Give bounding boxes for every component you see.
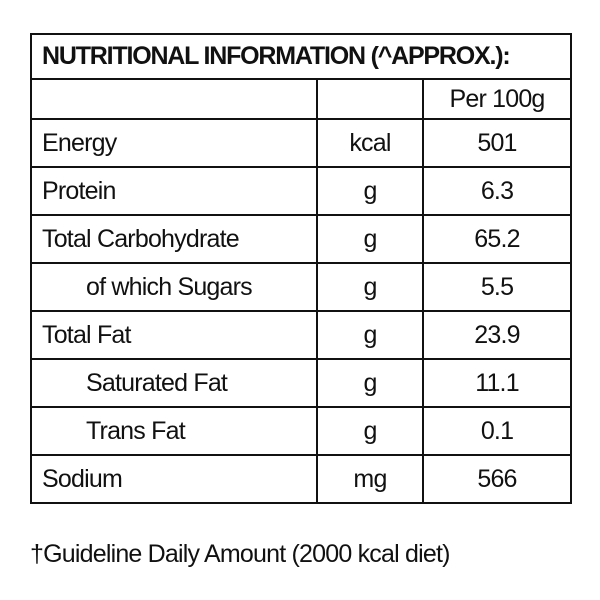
nutrient: Protein <box>30 166 318 216</box>
nutrient: Total Fat <box>30 310 318 360</box>
row: Sodium mg 566 <box>30 454 573 504</box>
header-cell <box>30 78 318 120</box>
nutrient: Total Carbohydrate <box>30 214 318 264</box>
row: Energy kcal 501 <box>30 118 573 168</box>
amount: 501 <box>421 118 573 168</box>
table-title: NUTRITIONAL INFORMATION (^APPROX.): <box>29 33 573 80</box>
amount: 566 <box>421 454 573 504</box>
amount: 11.1 <box>421 358 573 408</box>
unit: g <box>316 358 424 408</box>
footnote: †Guideline Daily Amount (2000 kcal diet) <box>30 540 450 568</box>
header-cell <box>316 78 424 120</box>
row: Total Fat g 23.9 <box>30 310 573 360</box>
nutrient: Energy <box>30 118 318 168</box>
unit: g <box>316 214 424 264</box>
header-cell: Per 100g <box>421 78 573 120</box>
unit: g <box>316 310 424 360</box>
amount: 65.2 <box>421 214 573 264</box>
amount: 5.5 <box>421 262 573 312</box>
row: Total Carbohydrate g 65.2 <box>30 214 573 264</box>
title-row: NUTRITIONAL INFORMATION (^APPROX.): <box>29 33 573 80</box>
nutrition-table: NUTRITIONAL INFORMATION (^APPROX.): Per … <box>29 33 573 504</box>
amount: 0.1 <box>421 406 573 456</box>
nutrient: Sodium <box>30 454 318 504</box>
unit: g <box>316 166 424 216</box>
unit: mg <box>316 454 424 504</box>
amount: 6.3 <box>421 166 573 216</box>
unit: kcal <box>316 118 424 168</box>
nutrient: Saturated Fat <box>30 358 318 408</box>
unit: g <box>316 406 424 456</box>
row: Protein g 6.3 <box>30 166 573 216</box>
row: Saturated Fat g 11.1 <box>30 358 573 408</box>
unit: g <box>316 262 424 312</box>
header-row: Per 100g <box>30 78 573 120</box>
amount: 23.9 <box>421 310 573 360</box>
row: Trans Fat g 0.1 <box>30 406 573 456</box>
nutrient: of which Sugars <box>30 262 318 312</box>
row: of which Sugars g 5.5 <box>30 262 573 312</box>
nutrient: Trans Fat <box>30 406 318 456</box>
